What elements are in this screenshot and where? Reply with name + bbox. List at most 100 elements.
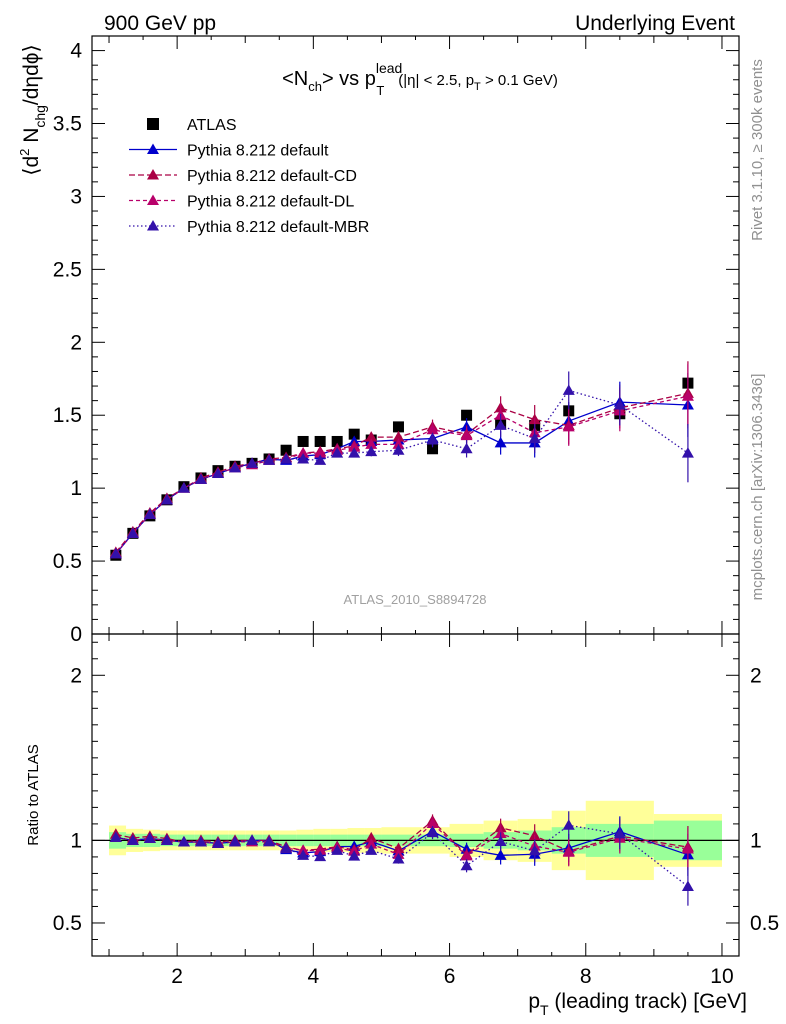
ratio-point-4-0: [109, 831, 122, 842]
y-tick-label-3.5: 3.5: [53, 113, 82, 136]
header-left: 900 GeV pp: [104, 12, 216, 35]
chart-title: <Nch> vs plead T(|η| < 2.5, pT > 0.1 GeV): [282, 60, 558, 98]
y-tick-label-0.5: 0.5: [53, 550, 82, 573]
point-1-19: [494, 436, 507, 448]
y-axis-label: ⟨d2 Nchg/dηdϕ⟩: [17, 44, 48, 176]
ratio-point-4-11: [297, 849, 310, 860]
ratio-point-4-8: [246, 834, 259, 845]
ratio-series-layer: [109, 811, 694, 906]
x-axis-label: pT (leading track) [GeV]: [528, 990, 747, 1018]
point-4-16: [392, 444, 405, 455]
mcplots-label: mcplots.cern.ch [arXiv:1306.3436]: [749, 374, 766, 601]
point-4-2: [143, 508, 156, 519]
point-2-16: [392, 431, 405, 442]
legend: ATLAS Pythia 8.212 default Pythia 8.212 de…: [129, 117, 369, 236]
series-layer: [109, 361, 694, 561]
ratio-point-3-12: [314, 844, 327, 855]
x-tick-label-8: 8: [580, 965, 592, 988]
point-3-11: [297, 447, 310, 458]
point-4-17: [426, 434, 439, 445]
ratio-y-axis-label: Ratio to ATLAS: [25, 744, 42, 845]
series-4: [109, 371, 694, 559]
ratio-y-tick-label-left-2: 2: [70, 664, 82, 687]
y-tick-label-1: 1: [70, 477, 82, 500]
ratio-point-4-9: [263, 835, 276, 847]
ratio-point-2-15: [365, 831, 378, 843]
point-4-3: [160, 493, 173, 505]
ratio-point-4-15: [365, 844, 378, 855]
ratio-point-3-18: [460, 849, 473, 861]
ratio-point-4-2: [143, 832, 156, 843]
ratio-line-4: [115, 824, 689, 888]
atlas-point-11: [297, 435, 309, 447]
point-4-12: [314, 454, 327, 465]
point-4-21: [562, 384, 575, 395]
ratio-point-4-6: [211, 837, 224, 848]
y-tick-label-0: 0: [70, 623, 82, 646]
ratio-point-4-20: [528, 844, 541, 856]
ratio-point-4-7: [229, 835, 242, 847]
atlas-point-10: [280, 444, 292, 456]
legend-label-1: Pythia 8.212 default: [187, 143, 329, 160]
atlas-point-12: [314, 435, 326, 447]
point-4-14: [348, 447, 361, 458]
atlas-point-17: [427, 443, 439, 455]
point-4-18: [460, 442, 473, 454]
point-3-17: [426, 423, 439, 435]
header-right: Underlying Event: [575, 12, 735, 35]
point-3-16: [392, 438, 405, 449]
point-4-8: [246, 457, 259, 468]
point-4-7: [229, 461, 242, 473]
legend-marker-2: [147, 169, 159, 180]
ratio-point-3-21: [562, 846, 575, 857]
legend-marker-3: [147, 194, 159, 205]
point-4-22: [613, 399, 626, 410]
atlas-point-13: [331, 435, 343, 447]
y-tick-label-4: 4: [70, 40, 82, 63]
point-3-15: [365, 438, 378, 449]
ticks-layer: 2 4 6 8 10 0.5 1 1.5 2 2.5 3 3.5 4 0 0.5 0.5 1 1 2 2: [53, 35, 779, 988]
point-4-19: [494, 419, 507, 430]
ratio-point-3-23: [681, 843, 694, 854]
legend-label-0: ATLAS: [187, 117, 237, 134]
ratio-y-tick-label-left-1: 1: [70, 829, 82, 852]
y-tick-label-2: 2: [70, 331, 82, 354]
ratio-y-tick-label-right-2: 2: [750, 664, 762, 687]
series-line-4: [115, 389, 689, 555]
point-4-6: [211, 467, 224, 479]
x-tick-label-6: 6: [444, 965, 456, 988]
ratio-y-tick-label-right-0.5: 0.5: [750, 912, 779, 935]
atlas-point-18: [461, 409, 473, 421]
point-4-15: [365, 445, 378, 457]
point-3-18: [460, 429, 473, 441]
ratio-point-4-4: [177, 836, 190, 847]
legend-marker-atlas: [147, 118, 159, 130]
ratio-point-4-16: [392, 853, 405, 864]
point-3-12: [314, 447, 327, 458]
rivet-label: Rivet 3.1.10, ≥ 300k events: [749, 59, 766, 241]
ratio-y-tick-label-right-1: 1: [750, 829, 762, 852]
point-4-10: [280, 452, 293, 464]
ratio-plot-frame: [91, 633, 740, 957]
ratio-point-4-10: [280, 842, 293, 853]
point-3-14: [348, 441, 361, 452]
point-4-0: [109, 547, 122, 559]
point-4-1: [126, 527, 139, 538]
series-1: [109, 372, 694, 559]
ratio-point-4-5: [194, 835, 207, 847]
point-4-4: [177, 482, 190, 493]
ratio-point-4-12: [314, 850, 327, 862]
ratio-y-tick-label-left-0.5: 0.5: [53, 912, 82, 935]
point-3-23: [681, 390, 694, 401]
atlas-point-16: [392, 421, 404, 433]
ratio-point-4-22: [613, 827, 626, 839]
series-3: [109, 364, 694, 559]
point-4-13: [331, 447, 344, 458]
point-4-11: [297, 452, 310, 464]
point-2-15: [365, 431, 378, 442]
point-4-20: [528, 432, 541, 444]
y-tick-label-1.5: 1.5: [53, 404, 82, 427]
series-2: [109, 361, 694, 557]
ratio-point-4-23: [681, 880, 694, 891]
